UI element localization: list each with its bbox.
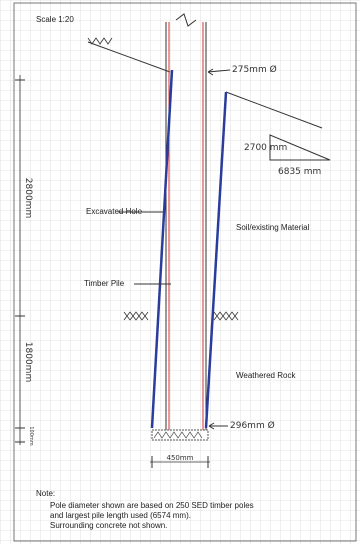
rock-depth: 1800mm: [23, 342, 33, 382]
drawing: Scale 1:20 2700 mm 6835 mm 275mm Ø 296mm…: [0, 0, 360, 544]
note-line: Pole diameter shown are based on 250 SED…: [50, 501, 254, 510]
rock-label: Weathered Rock: [236, 371, 296, 380]
slope-run: 6835 mm: [278, 167, 321, 177]
note-line: Surrounding concrete not shown.: [50, 521, 167, 530]
note-heading: Note:: [36, 489, 55, 498]
soil-label: Soil/existing Material: [236, 223, 310, 232]
base-width: 450mm: [167, 454, 194, 462]
base-depth: 100mm: [28, 426, 34, 445]
pile-label: Timber Pile: [84, 279, 125, 288]
soil-depth: 2800mm: [23, 178, 33, 218]
scale: Scale 1:20: [36, 15, 74, 24]
slope-rise: 2700 mm: [244, 143, 287, 153]
pole-diameter: 275mm Ø: [232, 64, 277, 75]
note-line: and largest pile length used (6574 mm).: [50, 511, 191, 520]
base-diameter: 296mm Ø: [230, 420, 275, 431]
